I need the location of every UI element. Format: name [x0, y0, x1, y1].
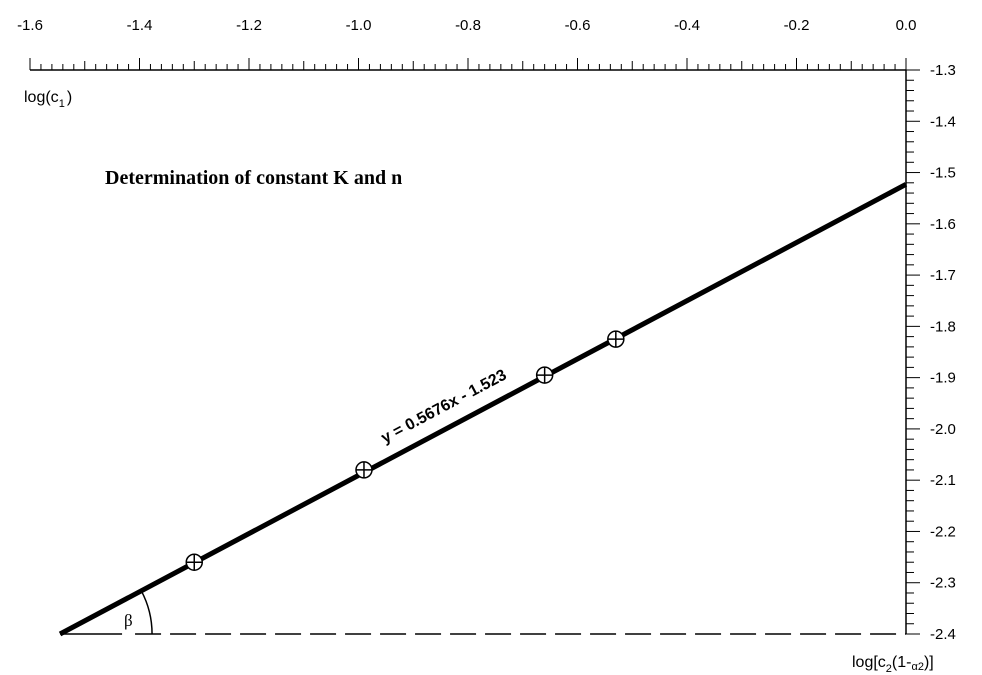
- y-axis-label: log(c1): [24, 89, 72, 110]
- data-point: [535, 366, 554, 384]
- angle-arc: [140, 590, 153, 635]
- y-tick-label: -2.3: [930, 575, 956, 592]
- x-tick-label: -0.2: [784, 17, 810, 34]
- x-tick-label: -1.4: [127, 17, 153, 34]
- y-axis-right: -1.3 -1.4 -1.5 -1.6 -1.7 -1.8 -1.9 -2.0 -2.1 -2.2…: [905, 62, 956, 643]
- chart-title: Determination of constant K and n: [105, 167, 402, 189]
- x-tick-label: -1.6: [17, 17, 43, 34]
- x-tick-label: -0.4: [674, 17, 700, 34]
- x-axis-top: -1.6 -1.4 -1.2 -1.0 -0.8 -0.6 -0.4 -0.2 0.0: [17, 17, 917, 71]
- x-tick-label: -0.8: [455, 17, 481, 34]
- x-axis-label: log[c2(1-α2)]: [852, 654, 934, 675]
- y-tick-label: -2.0: [930, 421, 956, 438]
- y-tick-label: -1.5: [930, 165, 956, 182]
- y-tick-label: -2.4: [930, 626, 956, 643]
- y-tick-label: -1.7: [930, 267, 956, 284]
- angle-beta-label: β: [124, 611, 133, 630]
- x-tick-label: -1.2: [236, 17, 262, 34]
- y-tick-label: -1.4: [930, 113, 956, 130]
- y-tick-label: -1.8: [930, 318, 956, 335]
- x-tick-label: 0.0: [896, 17, 917, 34]
- x-tick-label: -0.6: [565, 17, 591, 34]
- y-tick-label: -2.1: [930, 472, 956, 489]
- data-point: [355, 461, 373, 479]
- data-points: [185, 330, 625, 571]
- y-tick-label: -2.2: [930, 523, 956, 540]
- y-tick-label: -1.6: [930, 216, 956, 233]
- y-tick-label: -1.9: [930, 370, 956, 387]
- y-tick-label: -1.3: [930, 62, 956, 79]
- data-point: [607, 330, 625, 348]
- x-tick-label: -1.0: [346, 17, 372, 34]
- data-point: [185, 553, 203, 571]
